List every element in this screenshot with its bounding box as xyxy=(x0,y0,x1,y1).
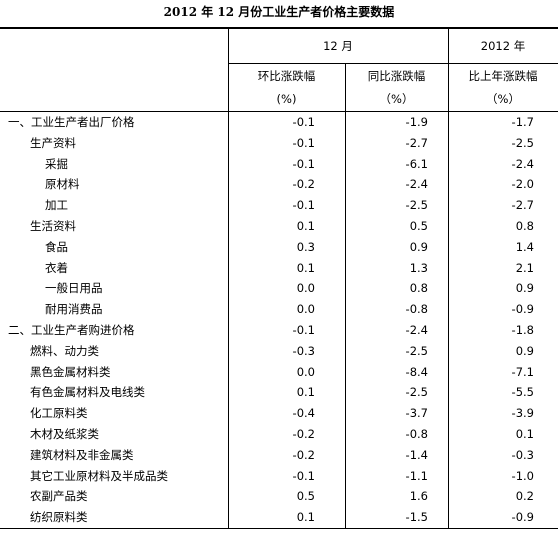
rule xyxy=(345,63,346,529)
cell-value: -0.2 xyxy=(292,447,315,462)
row-label: 食品 xyxy=(45,239,68,254)
cell-value: -5.5 xyxy=(511,385,534,400)
cell-value: 0.5 xyxy=(409,219,428,233)
column-header: 同比涨跌幅 xyxy=(367,69,426,83)
cell-value: 0.0 xyxy=(296,281,315,296)
row-label: 有色金属材料及电线类 xyxy=(30,385,145,400)
column-unit: (%) xyxy=(276,92,297,106)
cell-value: -1.1 xyxy=(405,468,428,483)
cell-value: -1.8 xyxy=(511,323,534,337)
cell-value: 1.4 xyxy=(515,239,534,254)
row-label: 木材及纸浆类 xyxy=(30,427,99,441)
rule xyxy=(0,27,558,29)
cell-value: 0.1 xyxy=(296,510,315,525)
cell-value: -0.9 xyxy=(511,510,534,525)
cell-value: -3.7 xyxy=(405,406,428,421)
row-label: 生产资料 xyxy=(30,135,76,150)
row-label: 燃料、动力类 xyxy=(30,343,99,358)
cell-value: 0.1 xyxy=(296,260,315,275)
row-label: 生活资料 xyxy=(30,219,76,233)
rule xyxy=(228,29,229,529)
cell-value: -1.5 xyxy=(405,510,428,525)
cell-value: -2.4 xyxy=(511,156,534,171)
cell-value: 2.1 xyxy=(515,260,534,275)
cell-value: -0.3 xyxy=(511,447,534,462)
cell-value: -7.1 xyxy=(511,364,534,379)
cell-value: 1.3 xyxy=(409,260,428,275)
cell-value: -2.5 xyxy=(405,385,428,400)
cell-value: -1.9 xyxy=(405,115,428,129)
row-label: 一、工业生产者出厂价格 xyxy=(8,115,135,129)
cell-value: -0.9 xyxy=(511,302,534,317)
rule xyxy=(0,111,558,112)
cell-value: -0.3 xyxy=(292,343,315,358)
row-label: 衣着 xyxy=(45,260,68,275)
title: 2012 年 12 月份工业生产者价格主要数据 xyxy=(163,5,395,19)
cell-value: -0.1 xyxy=(292,156,315,171)
column-header: 比上年涨跌幅 xyxy=(468,69,538,83)
cell-value: 0.1 xyxy=(296,219,315,233)
cell-value: 0.1 xyxy=(515,427,534,441)
cell-value: -0.2 xyxy=(292,427,315,441)
cell-value: -0.1 xyxy=(292,115,315,129)
cell-value: -0.4 xyxy=(292,406,315,421)
cell-value: -0.1 xyxy=(292,198,315,213)
rule xyxy=(228,63,558,64)
cell-value: -2.5 xyxy=(405,343,428,358)
cell-value: 0.8 xyxy=(409,281,428,296)
cell-value: 0.3 xyxy=(296,239,315,254)
cell-value: 0.1 xyxy=(296,385,315,400)
row-label: 一般日用品 xyxy=(45,281,103,296)
row-label: 建筑材料及非金属类 xyxy=(30,447,134,462)
cell-value: -0.1 xyxy=(292,323,315,337)
row-label: 采掘 xyxy=(45,156,68,171)
cell-value: 0.9 xyxy=(409,239,428,254)
cell-value: 0.8 xyxy=(515,219,534,233)
cell-value: -2.4 xyxy=(405,323,428,337)
column-header: 环比涨跌幅 xyxy=(257,69,316,83)
cell-value: -1.0 xyxy=(511,468,534,483)
row-label: 纺织原料类 xyxy=(30,510,88,525)
group-header: 12 月 xyxy=(323,39,353,53)
row-label: 其它工业原材料及半成品类 xyxy=(30,468,168,483)
cell-value: -8.4 xyxy=(405,364,428,379)
cell-value: -0.8 xyxy=(405,302,428,317)
cell-value: -0.1 xyxy=(292,468,315,483)
row-label: 化工原料类 xyxy=(30,406,88,421)
row-label: 耐用消费品 xyxy=(45,302,103,317)
cell-value: -3.9 xyxy=(511,406,534,421)
group-header: 2012 年 xyxy=(480,39,526,53)
row-label: 黑色金属材料类 xyxy=(30,364,111,379)
cell-value: 0.0 xyxy=(296,364,315,379)
cell-value: 1.6 xyxy=(409,489,428,504)
cell-value: -1.4 xyxy=(405,447,428,462)
rule xyxy=(448,29,449,529)
cell-value: 0.5 xyxy=(296,489,315,504)
row-label: 加工 xyxy=(45,198,68,213)
cell-value: -2.0 xyxy=(511,177,534,192)
rule xyxy=(0,528,558,529)
row-label: 二、工业生产者购进价格 xyxy=(8,323,135,337)
cell-value: -1.7 xyxy=(511,115,534,129)
column-unit: （%） xyxy=(486,92,520,106)
row-label: 农副产品类 xyxy=(30,489,88,504)
cell-value: -2.5 xyxy=(511,135,534,150)
cell-value: -2.5 xyxy=(405,198,428,213)
cell-value: -2.4 xyxy=(405,177,428,192)
row-label: 原材料 xyxy=(45,177,80,192)
cell-value: -0.2 xyxy=(292,177,315,192)
cell-value: 0.9 xyxy=(515,281,534,296)
cell-value: -0.1 xyxy=(292,135,315,150)
column-unit: （%） xyxy=(379,92,414,106)
cell-value: 0.2 xyxy=(515,489,534,504)
cell-value: -6.1 xyxy=(405,156,428,171)
cell-value: -0.8 xyxy=(405,427,428,441)
cell-value: -2.7 xyxy=(511,198,534,213)
cell-value: 0.0 xyxy=(296,302,315,317)
cell-value: 0.9 xyxy=(515,343,534,358)
cell-value: -2.7 xyxy=(405,135,428,150)
